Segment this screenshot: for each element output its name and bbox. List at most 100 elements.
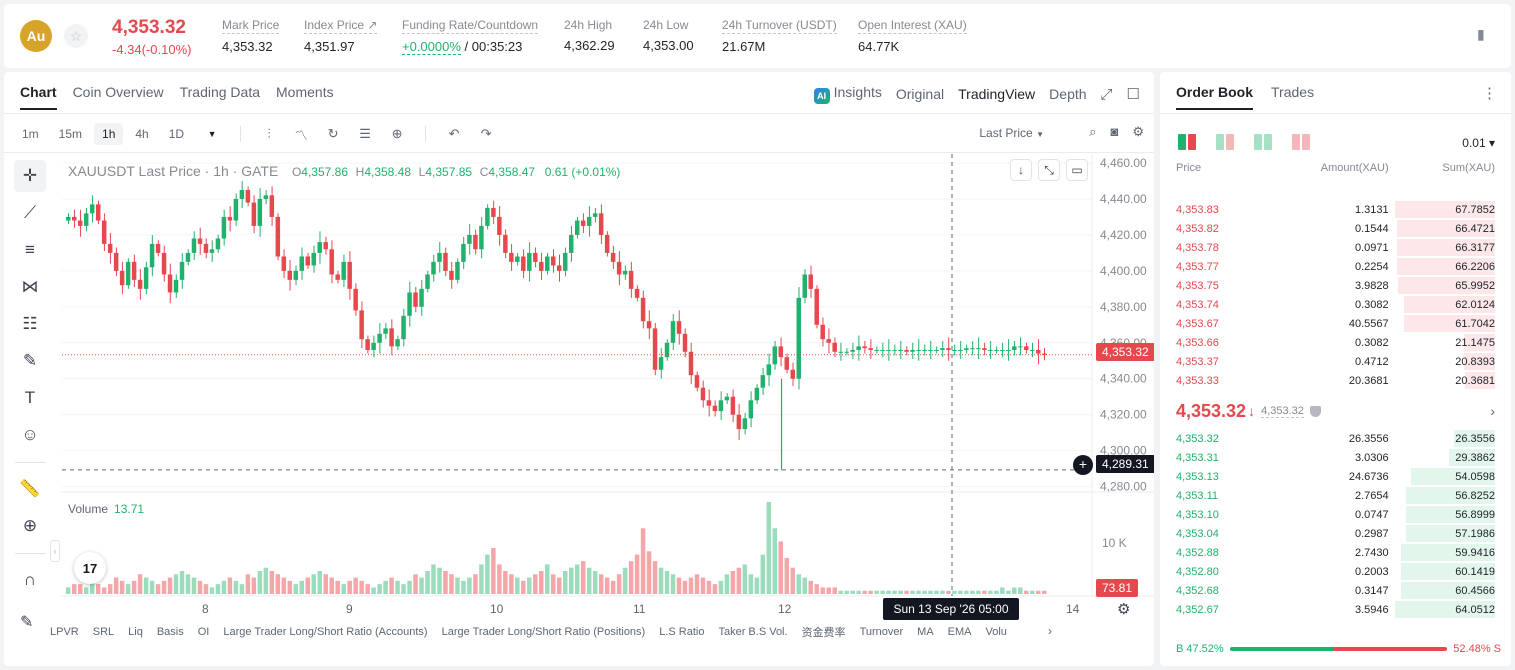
bid-row[interactable]: 4,353.32 26.3556 26.3556 (1160, 429, 1511, 448)
ask-row[interactable]: 4,353.78 0.0971 66.3177 (1160, 238, 1511, 257)
bid-row[interactable]: 4,353.04 0.2987 57.1986 (1160, 524, 1511, 543)
stat-index-price[interactable]: Index Price ↗ 4,351.97 (304, 18, 378, 54)
ruler-icon[interactable]: 📏 (19, 479, 41, 498)
pencil-icon[interactable]: ✎ (20, 614, 34, 631)
indicator-item[interactable]: Volu (985, 626, 1007, 638)
window-icon[interactable]: ☐ (1126, 86, 1140, 103)
crosshair-icon[interactable]: ✛ (14, 160, 46, 192)
view-both-icon[interactable] (1178, 134, 1196, 150)
book-icon[interactable]: ▮ (1477, 26, 1485, 42)
view-asks-icon[interactable] (1292, 134, 1310, 150)
stat-mark-price[interactable]: Mark Price 4,353.32 (222, 18, 280, 54)
redo-icon[interactable]: ↷ (480, 126, 492, 141)
order-book-mid[interactable]: 4,353.32 ↓ 4,353.32 › (1176, 400, 1495, 422)
view-tradingview[interactable]: TradingView (958, 86, 1036, 102)
templates-icon[interactable]: ☰ (359, 126, 371, 141)
chevron-down-icon[interactable]: ▼ (207, 129, 217, 139)
bid-row[interactable]: 4,353.13 24.6736 54.0598 (1160, 467, 1511, 486)
timeframe-1m[interactable]: 1m (22, 127, 39, 141)
gear-icon[interactable]: ⚙ (1132, 124, 1144, 139)
brush-icon[interactable]: ✎ (22, 351, 38, 370)
horizontal-lines-icon[interactable]: ≡ (25, 240, 35, 259)
fib-icon[interactable]: ☷ (22, 314, 38, 333)
text-icon[interactable]: T (24, 388, 36, 407)
more-icon[interactable]: ⋮ (1482, 85, 1497, 102)
tab-coin-overview[interactable]: Coin Overview (72, 84, 164, 100)
stat-funding-rate[interactable]: Funding Rate/Countdown +0.0000% / 00:35:… (402, 18, 539, 55)
search-icon[interactable]: ⌕ (1089, 124, 1097, 139)
ask-row[interactable]: 4,353.37 0.4712 20.8393 (1160, 352, 1511, 371)
view-depth[interactable]: Depth (1049, 86, 1087, 102)
timeframe-15m[interactable]: 15m (58, 127, 83, 141)
bid-row[interactable]: 4,352.80 0.2003 60.1419 (1160, 562, 1511, 581)
bid-row[interactable]: 4,352.88 2.7430 59.9416 (1160, 543, 1511, 562)
candle-body (347, 261, 352, 289)
ask-row[interactable]: 4,353.74 0.3082 62.0124 (1160, 295, 1511, 314)
indicator-item[interactable]: Taker B.S Vol. (718, 626, 788, 638)
bid-row[interactable]: 4,353.31 3.0306 29.3862 (1160, 448, 1511, 467)
stat-open-interest[interactable]: Open Interest (XAU) 64.77K (858, 18, 967, 54)
maximize-icon[interactable]: ▭ (1066, 159, 1088, 181)
trend-line-icon[interactable]: ⟋ (24, 203, 36, 222)
timeframe-1d[interactable]: 1D (168, 127, 185, 141)
indicator-item[interactable]: Basis (156, 626, 184, 638)
candlestick-chart[interactable]: 4,460.00 4,440.00 4,420.00 4,400.00 4,380.00… (4, 72, 1154, 666)
camera-icon[interactable]: ◙ (1110, 124, 1119, 139)
tab-chart[interactable]: Chart (20, 84, 57, 110)
indicator-item[interactable]: SRL (92, 626, 115, 638)
ask-row[interactable]: 4,353.75 3.9828 65.9952 (1160, 276, 1511, 295)
pattern-icon[interactable]: ⋈ (21, 277, 39, 296)
view-bids-icon[interactable] (1254, 134, 1272, 150)
indicator-item[interactable]: L.S Ratio (659, 626, 705, 638)
indicator-item[interactable]: Liq (128, 626, 143, 638)
collapse-icon[interactable]: ⤡ (1038, 159, 1060, 181)
indicators-icon[interactable]: 〽 (294, 127, 308, 143)
indicator-item[interactable]: Large Trader Long/Short Ratio (Positions… (441, 626, 646, 638)
indicator-item[interactable]: EMA (947, 626, 972, 638)
magnet-icon[interactable]: ∩ (23, 570, 37, 589)
view-original[interactable]: Original (895, 86, 945, 102)
chart-settings-icon[interactable]: ⚙ (1117, 601, 1131, 618)
undo-icon[interactable]: ↶ (448, 126, 460, 141)
emoji-icon[interactable]: ☺ (21, 425, 39, 444)
ask-row[interactable]: 4,353.33 20.3681 20.3681 (1160, 371, 1511, 390)
collapse-toolbar-icon[interactable]: ‹ (50, 540, 60, 562)
tab-moments[interactable]: Moments (276, 84, 334, 100)
tick-size-select[interactable]: 0.01 ▾ (1462, 136, 1495, 150)
bid-row[interactable]: 4,353.11 2.7654 56.8252 (1160, 486, 1511, 505)
indicator-item[interactable]: Turnover (859, 626, 904, 638)
indicator-item[interactable]: OI (197, 626, 210, 638)
ask-row[interactable]: 4,353.82 0.1544 66.4721 (1160, 219, 1511, 238)
indicator-item[interactable]: LPVR (50, 626, 79, 638)
indicator-item[interactable]: 资金费率 (801, 627, 846, 639)
bid-row[interactable]: 4,352.67 3.5946 64.0512 (1160, 600, 1511, 619)
zoom-in-icon[interactable]: ⊕ (22, 516, 38, 535)
add-alert-icon[interactable]: ⊕ (391, 126, 403, 141)
tab-order-book[interactable]: Order Book (1176, 84, 1254, 110)
add-order-icon[interactable]: + (1073, 455, 1093, 475)
timeframe-4h[interactable]: 4h (135, 127, 149, 141)
ask-row[interactable]: 4,353.66 0.3082 21.1475 (1160, 333, 1511, 352)
favorite-star-icon[interactable]: ☆ (64, 24, 88, 48)
tab-trades[interactable]: Trades (1271, 84, 1315, 100)
refresh-icon[interactable]: ↻ (327, 126, 339, 141)
tradingview-logo[interactable]: 17 (74, 552, 106, 584)
candle-type-icon[interactable]: ⫶ (267, 126, 271, 141)
indicator-item[interactable]: Large Trader Long/Short Ratio (Accounts) (223, 626, 428, 638)
view-both-alt-icon[interactable] (1216, 134, 1234, 150)
ask-row[interactable]: 4,353.67 40.5567 61.7042 (1160, 314, 1511, 333)
bid-row[interactable]: 4,352.68 0.3147 60.4566 (1160, 581, 1511, 600)
arrow-down-icon[interactable]: ↓ (1010, 159, 1032, 181)
expand-icon[interactable]: ⤢ (1100, 85, 1113, 103)
tab-trading-data[interactable]: Trading Data (179, 84, 261, 100)
ask-row[interactable]: 4,353.77 0.2254 66.2206 (1160, 257, 1511, 276)
ask-row[interactable]: 4,353.83 1.3131 67.7852 (1160, 200, 1511, 219)
timeframe-1h[interactable]: 1h (94, 123, 124, 145)
chevron-right-icon[interactable]: › (1490, 403, 1495, 419)
bid-row[interactable]: 4,353.10 0.0747 56.8999 (1160, 505, 1511, 524)
price-source-select[interactable]: Last Price ▼ (979, 126, 1044, 140)
indicator-item[interactable]: MA (917, 626, 934, 638)
chevron-right-icon[interactable]: › (1048, 624, 1052, 638)
view-insights[interactable]: AI Insights (813, 84, 882, 104)
stat-24h-turnover[interactable]: 24h Turnover (USDT) 21.67M (722, 18, 837, 54)
